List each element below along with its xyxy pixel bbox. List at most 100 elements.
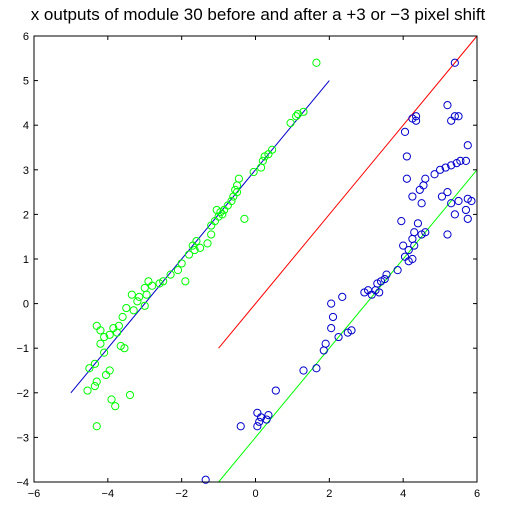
green-point-54 [96,326,105,335]
blue-point-32 [450,210,459,219]
blue-point-75 [201,475,210,484]
green-point-2 [293,109,303,119]
blue-point-28 [417,199,426,208]
green-point-44 [127,290,136,299]
green-point-11 [234,174,243,183]
green-point-39 [148,281,157,290]
y-tick-label: −1 [16,343,29,355]
green-point-48 [122,303,131,313]
green-point-34 [173,266,183,275]
green-point-9 [256,163,266,172]
blue-point-10 [402,152,411,161]
x-tick-label: 0 [252,488,258,500]
x-tick-label: 6 [474,488,480,500]
green-point-68 [107,395,116,404]
blue-point-30 [461,205,471,215]
blue-point-7 [447,116,456,125]
y-tick-label: 4 [23,120,29,132]
x-tick-label: 2 [326,488,332,500]
blue-point-65 [312,364,321,373]
blue-point-6 [411,116,421,125]
green-point-66 [90,382,100,391]
green-point-35 [181,277,190,286]
green-point-38 [155,279,164,288]
blue-point-11 [441,163,450,172]
blue-point-20 [419,181,428,190]
green-point-26 [207,230,216,239]
green-point-3 [299,107,308,116]
green-point-56 [92,321,101,330]
blue-point-68 [253,408,262,417]
green-point-23 [240,214,249,223]
blue-point-62 [347,326,356,335]
blue-point-72 [255,417,264,426]
blue-point-60 [334,332,343,342]
green-point-41 [140,283,149,293]
green-point-33 [177,259,186,268]
green-point-8 [260,152,269,161]
fit-lines [70,35,478,483]
green-point-42 [142,290,151,299]
x-tick-label: 4 [400,488,406,500]
green-point-1 [292,112,301,121]
blue-point-17 [430,170,439,179]
blue-point-67 [271,386,280,395]
x-tick-label: −2 [175,488,188,500]
green-point-32 [184,250,194,259]
y-tick-label: −4 [16,477,29,489]
blue-point-58 [328,312,338,322]
blue-point-71 [262,415,271,424]
green-point-31 [190,245,199,255]
blue-point-12 [447,161,456,170]
green-point-10 [249,167,258,177]
blue-point-73 [253,422,262,431]
green-point-52 [112,328,122,337]
y-tick-label: −2 [16,388,29,400]
blue-point-27 [467,196,476,206]
green-point-57 [96,339,105,348]
green-point-65 [92,377,101,386]
green-point-47 [129,306,138,315]
green-point-53 [105,330,114,339]
blue-point-54 [360,288,369,297]
blue-point-14 [456,156,465,165]
y-tick-label: 5 [23,76,29,88]
blue-point-9 [463,141,472,150]
blue-point-56 [338,292,347,302]
y-tick-label: 1 [23,254,29,266]
blue-point-57 [327,299,336,308]
blue-point-49 [382,270,391,279]
blue-point-41 [410,241,419,250]
blue-point-1 [443,101,452,110]
green-point-49 [118,312,127,322]
blue-point-29 [447,199,456,208]
green-point-30 [188,241,197,250]
blue-point-22 [443,188,452,197]
blue-point-70 [264,411,273,420]
blue-point-21 [415,185,424,194]
blue-point-26 [454,196,463,206]
blue-point-23 [437,192,447,201]
green-point-64 [101,370,111,380]
green-point-13 [231,185,240,194]
green-point-28 [196,243,205,252]
blue-point-18 [421,174,430,183]
blue-point-59 [327,324,336,333]
green-point-4 [286,118,295,128]
blue-fit-line [70,80,330,394]
green-point-36 [166,270,175,279]
blue-point-19 [402,174,411,183]
blue-point-74 [236,422,245,431]
y-tick-label: 6 [23,31,29,43]
green-point-43 [135,292,144,302]
blue-point-42 [404,245,413,255]
blue-point-53 [367,290,376,299]
blue-point-34 [397,216,406,226]
blue-point-15 [461,156,471,165]
blue-point-64 [319,346,328,355]
green-point-55 [100,332,109,342]
blue-point-69 [256,413,266,422]
blue-point-16 [435,165,445,174]
